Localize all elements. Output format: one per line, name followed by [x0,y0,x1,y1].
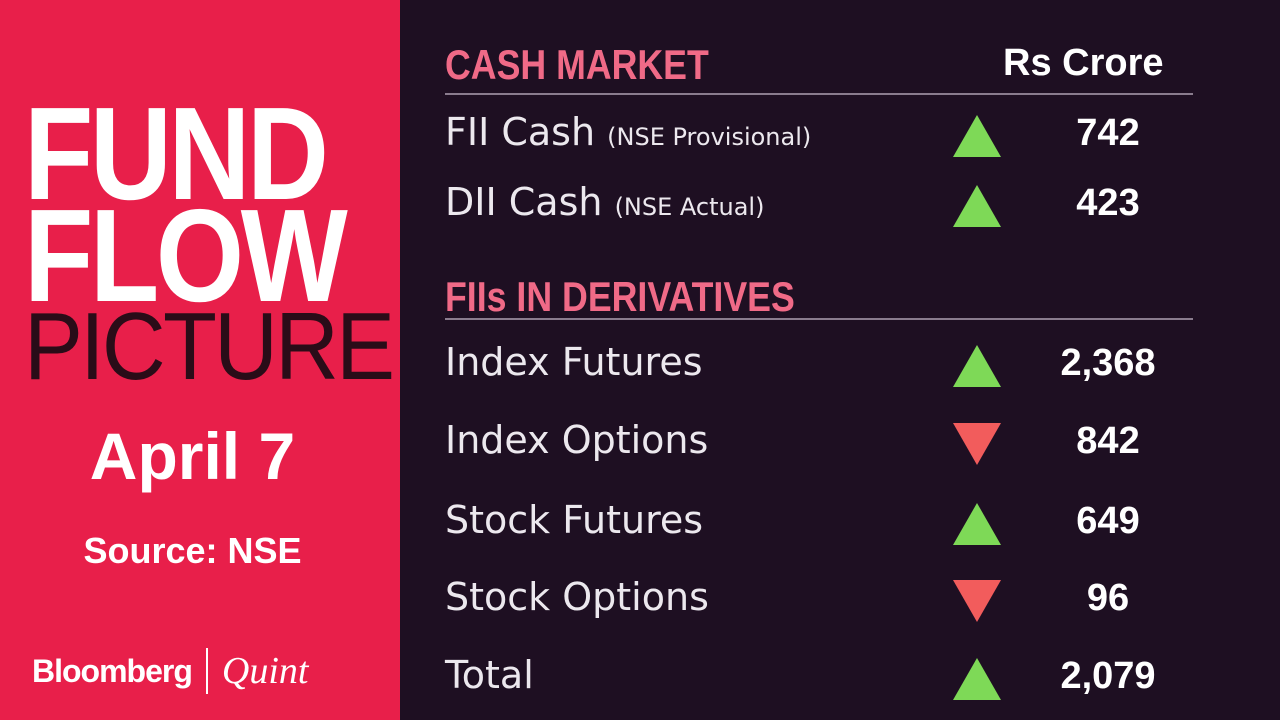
row-label-text: Stock Options [445,575,709,619]
row-value: 649 [1076,500,1140,542]
row-value: 96 [1086,577,1130,619]
row-label: Index Futures [445,343,703,381]
title-fund: FUND [24,80,329,227]
row-label-text: Index Futures [445,340,703,384]
up-arrow-icon [953,503,1001,545]
title-panel: FUND FLOW PICTURE April 7 Source: NSE Bl… [0,0,400,720]
source: Source: NSE [83,530,302,571]
down-arrow-icon [953,580,1001,622]
derivatives-heading: FIIs IN DERIVATIVES [445,273,795,320]
logo-divider [205,648,208,694]
row-label-text: DII Cash [445,180,603,224]
date: April 7 [89,419,296,493]
up-arrow-icon [953,115,1001,157]
row-note: (NSE Actual) [614,193,765,221]
up-arrow-icon [953,185,1001,227]
up-arrow-icon [953,658,1001,700]
row-label: Total [445,656,534,694]
row-note: (NSE Provisional) [607,123,812,151]
row-label: Index Options [445,421,708,459]
title-picture: PICTURE [24,293,395,400]
divider [445,93,1193,95]
row-label: FII Cash (NSE Provisional) [445,113,811,151]
row-value: 842 [1076,420,1140,462]
cash-market-heading: CASH MARKET [445,41,709,88]
down-arrow-icon [953,423,1001,465]
up-arrow-icon [953,345,1001,387]
logo-quint: Quint [221,650,309,692]
logo-bloomberg: Bloomberg [32,652,193,689]
row-label-text: FII Cash [445,110,596,154]
unit-label: Rs Crore [1003,42,1164,84]
row-value: 423 [1076,182,1140,224]
row-value: 2,079 [1060,655,1156,697]
row-label-text: Index Options [445,418,709,462]
title-flow: FLOW [24,182,348,329]
bloombergquint-logo: Bloomberg Quint [32,648,308,694]
divider [445,318,1193,320]
row-label: DII Cash (NSE Actual) [445,183,764,221]
row-label-text: Stock Futures [445,498,704,542]
row-value: 2,368 [1060,342,1156,384]
row-label-text: Total [445,653,534,697]
row-value: 742 [1076,112,1140,154]
row-label: Stock Options [445,578,709,616]
row-label: Stock Futures [445,501,703,539]
